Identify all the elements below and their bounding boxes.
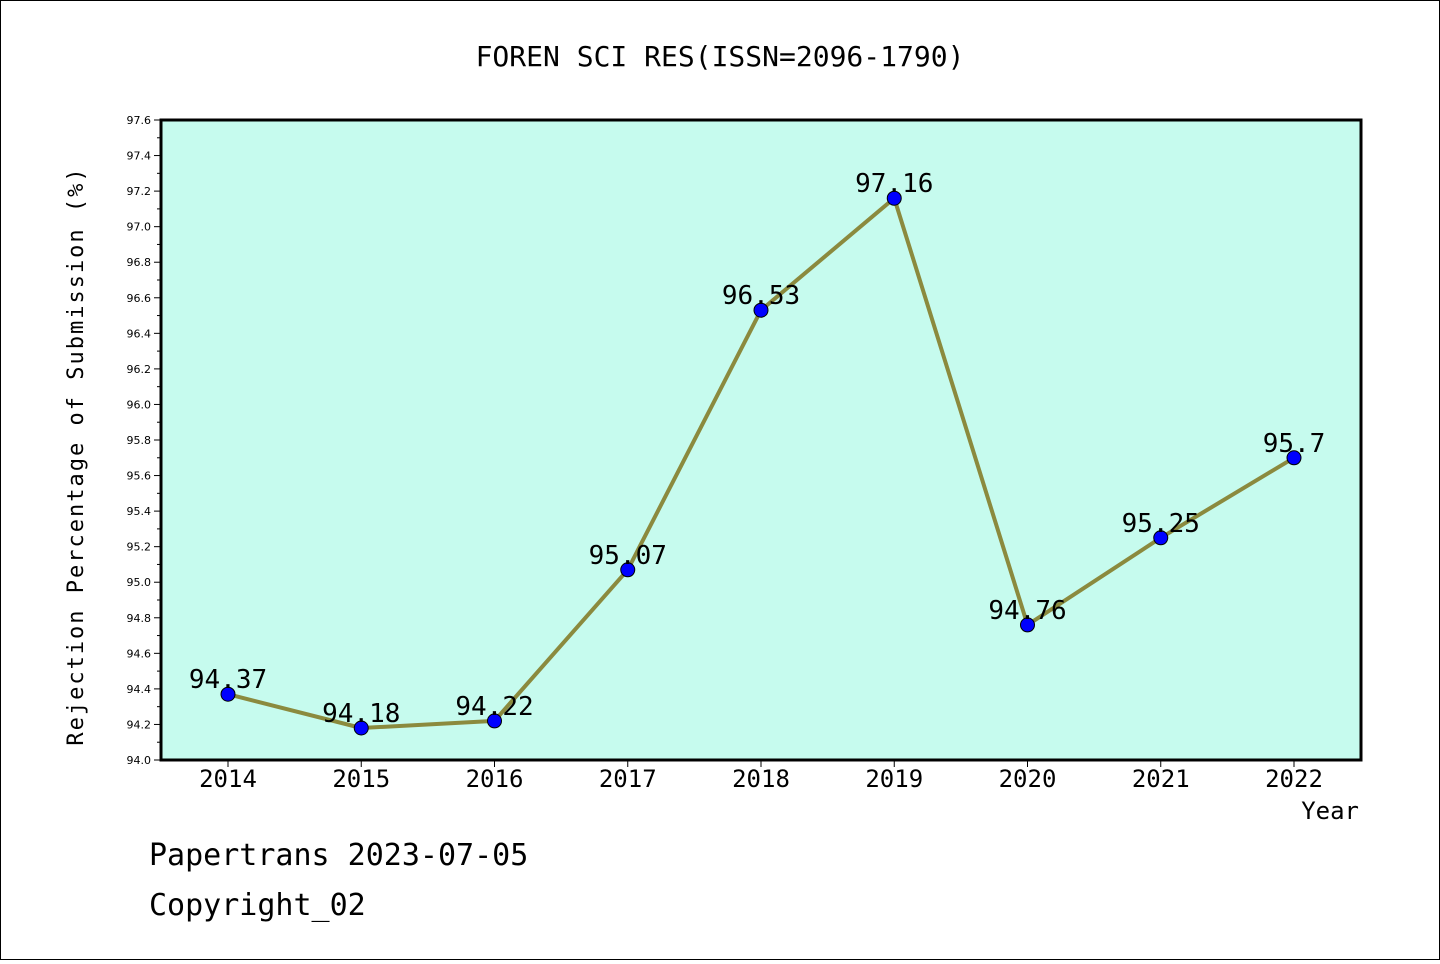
x-tick-label: 2016 <box>466 765 524 793</box>
y-tick-label: 96.4 <box>127 327 152 340</box>
y-tick-label: 97.6 <box>127 114 152 127</box>
data-point <box>1020 617 1035 633</box>
x-tick-label: 2014 <box>199 765 257 793</box>
data-label: 94.18 <box>322 699 400 729</box>
data-point <box>886 190 902 206</box>
y-tick-label: 94.6 <box>127 647 152 660</box>
y-tick-label: 94.0 <box>127 754 152 767</box>
data-point <box>620 562 636 578</box>
x-axis-label: Year <box>1301 797 1359 825</box>
data-series: 94.37 94.18 94.22 95.07 96.53 97.16 94.76 95.25… <box>189 169 1326 736</box>
x-tick-label: 2019 <box>865 765 923 793</box>
data-label: 95.7 <box>1263 429 1326 459</box>
y-tick-label: 97.2 <box>127 185 152 198</box>
y-tick-label: 95.2 <box>127 541 152 554</box>
plot-area <box>159 118 1363 762</box>
y-tick-label: 94.2 <box>127 718 152 731</box>
y-tick-label: 96.2 <box>127 363 152 376</box>
x-tick-label: 2022 <box>1265 765 1323 793</box>
chart-title: FOREN SCI RES(ISSN=2096-1790) <box>476 40 965 73</box>
data-point <box>1286 450 1302 466</box>
data-label: 95.07 <box>589 541 667 571</box>
y-tick-label: 96.6 <box>127 292 152 305</box>
y-tick-label: 95.4 <box>127 505 152 518</box>
data-label: 94.22 <box>455 692 533 722</box>
x-tick-label: 2017 <box>599 765 657 793</box>
data-point <box>753 302 769 318</box>
data-label: 94.76 <box>988 596 1066 626</box>
y-tick-label: 95.0 <box>127 576 152 589</box>
data-label: 95.25 <box>1122 509 1200 539</box>
y-tick-label: 95.8 <box>127 434 152 447</box>
data-point <box>353 720 369 736</box>
x-tick-label: 2015 <box>332 765 390 793</box>
data-label: 97.16 <box>855 169 933 199</box>
data-point <box>1153 530 1169 546</box>
y-tick-label: 95.6 <box>127 470 152 483</box>
data-label: 94.37 <box>189 665 267 695</box>
y-tick-label: 94.8 <box>127 612 152 625</box>
data-label: 96.53 <box>722 281 800 311</box>
y-axis: 94.0 94.2 94.4 94.6 94.8 95.0 95.2 95.4 95.6 95.8… <box>127 114 161 767</box>
data-point <box>220 686 236 702</box>
y-tick-label: 96.8 <box>127 256 152 269</box>
y-tick-label: 97.0 <box>127 221 152 234</box>
y-tick-label: 94.4 <box>127 683 152 696</box>
data-point <box>487 713 502 729</box>
y-tick-label: 97.4 <box>127 150 152 163</box>
footer-copyright: Copyright_02 <box>149 888 366 923</box>
x-axis: 2014 2015 2016 2017 2018 2019 2020 2021 2022 <box>199 760 1323 793</box>
footer-date: Papertrans 2023-07-05 <box>149 838 528 873</box>
y-axis-label: Rejection Percentage of Submission (%) <box>64 166 89 745</box>
x-tick-label: 2021 <box>1132 765 1190 793</box>
x-tick-label: 2018 <box>732 765 790 793</box>
y-tick-label: 96.0 <box>127 398 152 411</box>
x-tick-label: 2020 <box>999 765 1057 793</box>
